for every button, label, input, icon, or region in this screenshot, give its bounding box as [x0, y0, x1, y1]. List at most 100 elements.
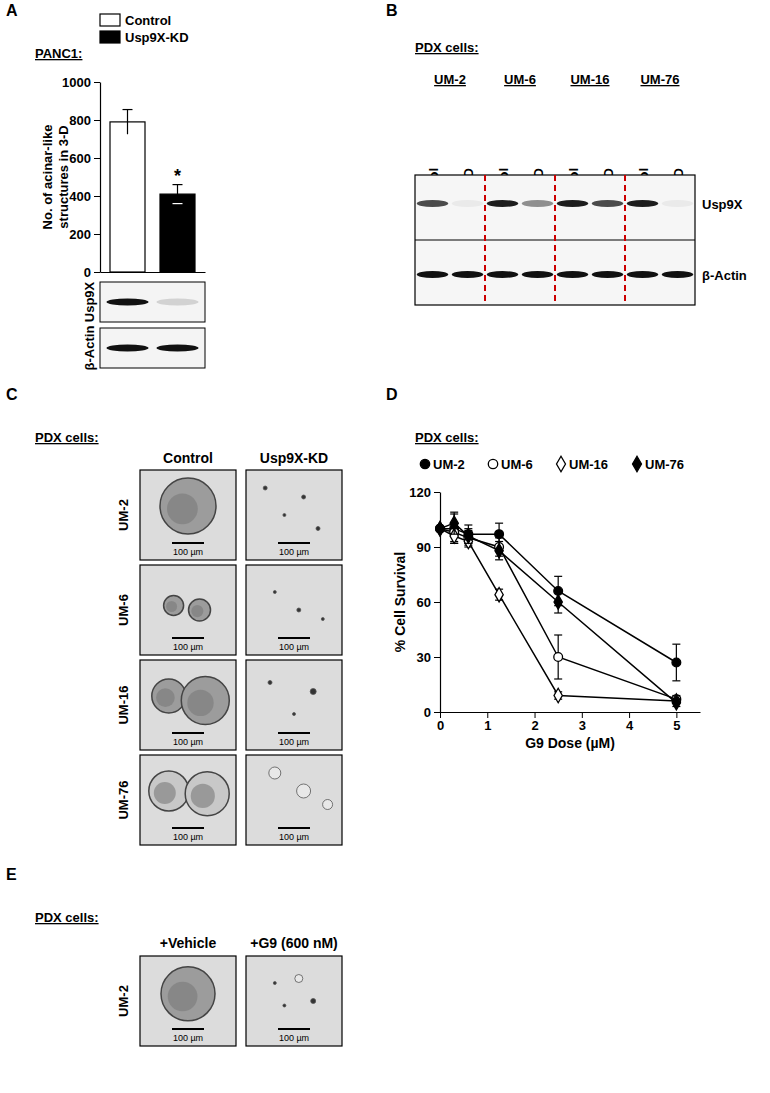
row-label: UM-2	[116, 985, 131, 1017]
debris	[293, 713, 296, 716]
legend-marker	[557, 456, 566, 472]
tick-mark	[94, 120, 100, 121]
debris	[316, 527, 320, 531]
plot-area	[436, 512, 681, 710]
tick-mark	[94, 234, 100, 235]
tick: 0	[437, 712, 444, 733]
error-cap	[450, 512, 458, 513]
blot-band	[557, 200, 589, 207]
tick: 0	[84, 265, 100, 280]
group-label: UM-6	[504, 72, 536, 87]
marker	[672, 696, 680, 710]
error-bar	[495, 523, 503, 545]
tick-mark	[629, 712, 630, 718]
scale-bar	[278, 827, 310, 829]
tick-label: 1000	[62, 75, 91, 90]
group-label: UM-2	[434, 72, 466, 87]
tick: 1000	[62, 75, 100, 90]
spheroid	[161, 967, 215, 1021]
blot-band	[157, 345, 199, 352]
scale-bar	[278, 1028, 310, 1030]
axis-title: structures in 3-D	[56, 125, 71, 228]
image-frame	[246, 660, 342, 750]
axis	[101, 272, 206, 273]
error-cap	[495, 537, 503, 538]
marker	[450, 516, 458, 530]
blot-band	[522, 271, 554, 278]
image-frame	[246, 956, 342, 1046]
scale-bar-label: 100 µm	[173, 832, 203, 842]
marker	[554, 595, 562, 609]
scale-bar-label: 100 µm	[279, 642, 309, 652]
group-separator	[554, 175, 556, 305]
spheroid	[185, 772, 229, 816]
error-cap	[450, 534, 458, 535]
tick-label: 2	[531, 718, 538, 733]
panel-title: PDX cells:	[415, 40, 479, 55]
spheroid-core	[167, 493, 198, 524]
row-label: UM-6	[116, 594, 131, 626]
debris	[269, 767, 281, 779]
error-cap	[495, 559, 503, 560]
spheroid	[189, 599, 211, 621]
tick: 1	[484, 712, 491, 733]
blot-row-label: Usp9X	[82, 281, 97, 322]
annotation: *	[174, 166, 181, 186]
tick-mark	[94, 196, 100, 197]
spheroid-core	[168, 982, 198, 1012]
tick-mark	[434, 657, 440, 658]
image-frame	[140, 660, 236, 750]
spheroid-core	[156, 688, 175, 707]
panel-label: C	[6, 386, 18, 403]
marker	[436, 521, 444, 535]
error-cap	[495, 523, 503, 524]
axis-title: G9 Dose (µM)	[525, 735, 615, 751]
debris	[295, 975, 303, 983]
error-bar	[554, 635, 562, 679]
tick-mark	[535, 712, 536, 718]
panel-label: A	[6, 2, 18, 19]
scale-bar	[172, 827, 204, 829]
legend-label: Control	[125, 13, 171, 28]
error-cap	[672, 644, 680, 645]
tick-label: 120	[409, 485, 431, 500]
group-separator	[484, 175, 486, 305]
debris	[323, 800, 333, 810]
plot-area	[110, 110, 195, 272]
debris	[297, 784, 311, 798]
tick: 400	[69, 189, 100, 204]
error-cap	[464, 524, 472, 525]
error-cap	[554, 576, 562, 577]
tick-label: 3	[579, 718, 586, 733]
tick-mark	[434, 712, 440, 713]
blot-band	[522, 200, 554, 207]
tick: 200	[69, 227, 100, 242]
spheroid	[164, 596, 184, 616]
image-frame	[140, 956, 236, 1046]
image-frame	[140, 755, 236, 845]
scale-bar	[278, 637, 310, 639]
blot-row-label: Usp9X	[702, 197, 743, 212]
tick-label: 60	[417, 595, 431, 610]
scale-bar-label: 100 µm	[173, 1033, 203, 1043]
tick-mark	[440, 712, 441, 718]
scale-bar	[278, 542, 310, 544]
tick-label: 600	[69, 151, 91, 166]
tick-label: 0	[84, 265, 91, 280]
error-cap	[123, 109, 133, 110]
scale-bar	[172, 1028, 204, 1030]
tick: 5	[673, 712, 680, 733]
legend-swatch	[100, 31, 120, 43]
blot-band	[627, 271, 659, 278]
micrograph: 100 µm	[246, 565, 342, 655]
image-frame	[140, 565, 236, 655]
blot-band	[107, 299, 149, 306]
tick-label: 90	[417, 540, 431, 555]
blot-band	[662, 271, 694, 278]
row-label: UM-76	[116, 780, 131, 819]
spheroid-core	[191, 605, 203, 617]
error-cap	[554, 678, 562, 679]
legend-label: UM-16	[569, 457, 608, 472]
error-bar	[672, 644, 680, 681]
scale-bar-label: 100 µm	[279, 737, 309, 747]
